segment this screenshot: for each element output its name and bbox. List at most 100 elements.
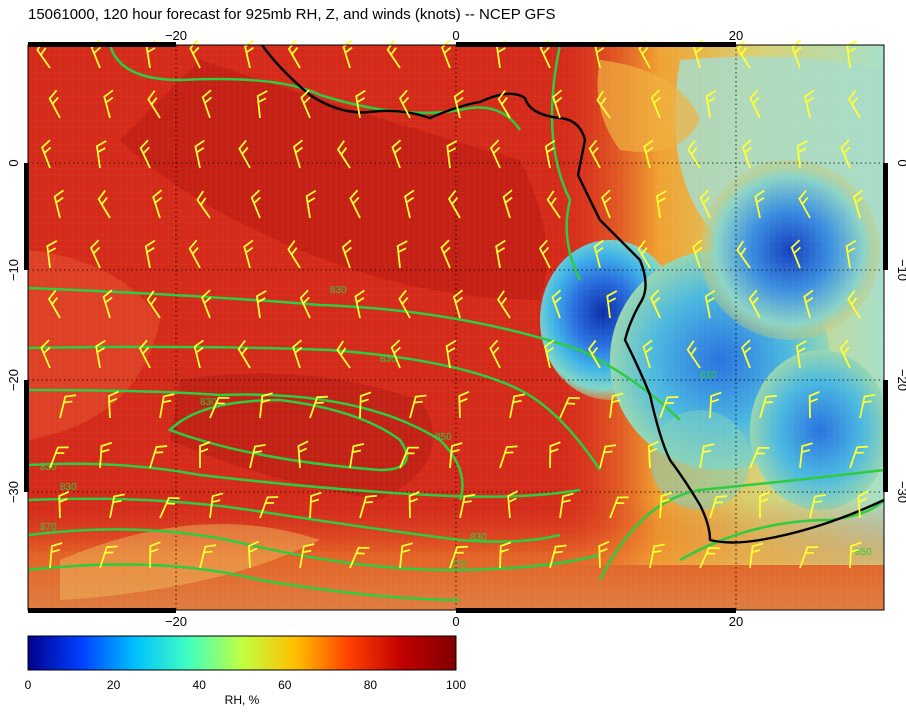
x-tick-label: −20: [165, 614, 187, 629]
x-tick-label: 20: [729, 28, 743, 43]
wind-barb: [559, 396, 580, 419]
wind-barb: [287, 39, 301, 69]
wind-barb: [199, 441, 211, 468]
wind-barb: [99, 545, 118, 569]
wind-barb: [598, 540, 610, 569]
wind-barb: [496, 290, 511, 319]
wind-barb: [159, 393, 175, 419]
wind-barb: [404, 189, 415, 219]
wind-barb: [201, 89, 212, 119]
y-tick-label: −20: [6, 369, 21, 391]
wind-barb: [99, 441, 113, 469]
wind-barb: [396, 240, 408, 269]
wind-barb: [791, 39, 802, 69]
wind-barb: [699, 443, 715, 469]
wind-barb: [499, 445, 518, 469]
wind-barb: [687, 140, 701, 169]
wind-barb: [749, 446, 770, 469]
wind-barb: [399, 446, 420, 469]
wind-barb: [59, 394, 77, 419]
height-contours: [27, 44, 885, 602]
wind-barb: [649, 543, 665, 569]
wind-barb: [709, 495, 728, 519]
y-tick-label: 0: [6, 159, 21, 166]
wind-barb: [699, 546, 720, 569]
colorbar-tick-label: 40: [193, 678, 207, 692]
wind-barb: [609, 496, 629, 519]
wind-barb: [857, 490, 869, 519]
colorbar-bar: [27, 635, 457, 671]
wind-barb: [804, 89, 815, 119]
wind-barb: [449, 442, 463, 469]
wind-barb: [305, 189, 317, 219]
wind-barb: [152, 189, 163, 219]
wind-barb: [446, 140, 458, 169]
wind-barb: [409, 394, 427, 419]
wind-barb: [149, 445, 168, 469]
wind-barb: [649, 289, 661, 319]
wind-barb: [189, 39, 201, 69]
wind-barb: [499, 541, 512, 569]
wind-barb: [247, 540, 260, 569]
wind-barb: [149, 541, 161, 569]
y-tick-labels-left: 0 −10 −20 −30: [6, 159, 21, 503]
wind-barb: [659, 491, 673, 519]
wind-barb: [49, 446, 69, 469]
graticule: [28, 45, 884, 610]
wind-barb: [859, 393, 876, 419]
wind-barb: [809, 494, 826, 519]
colorbar-tick-label: 60: [278, 678, 292, 692]
wind-barb: [354, 289, 365, 319]
wind-barb: [193, 339, 204, 369]
wind-barb: [89, 239, 101, 269]
wind-barb: [441, 39, 452, 69]
wind-barb: [803, 289, 814, 319]
wind-barb: [796, 140, 808, 169]
rh-field: [28, 45, 884, 610]
wind-barb: [297, 440, 309, 469]
wind-barb: [549, 441, 561, 469]
wind-barb: [551, 289, 562, 319]
wind-barb: [686, 340, 701, 369]
wind-barb: [741, 139, 752, 169]
wind-barb: [650, 89, 661, 119]
x-tick-label: 0: [452, 614, 459, 629]
wind-barb: [692, 239, 703, 269]
wind-barb: [445, 339, 457, 369]
wind-barb: [749, 542, 764, 569]
wind-barb: [840, 139, 851, 169]
wind-barb: [759, 491, 771, 518]
contour-label: 830: [40, 462, 57, 473]
wind-barb: [458, 390, 470, 419]
y-tick-label: −10: [6, 259, 21, 281]
wind-barb: [41, 139, 52, 169]
frame-bars: [24, 42, 888, 613]
wind-barb: [209, 396, 230, 419]
wind-barb: [349, 546, 370, 569]
contour-label: 830: [380, 354, 397, 365]
wind-barb: [244, 39, 255, 69]
wind-barb: [647, 440, 660, 469]
x-tick-label: 20: [729, 614, 743, 629]
wind-barb: [359, 494, 377, 519]
wind-barb: [147, 90, 161, 119]
wind-barb: [243, 239, 254, 269]
wind-barb: [798, 189, 811, 219]
wind-barb: [259, 392, 273, 419]
wind-barb: [349, 189, 361, 219]
wind-barb: [799, 442, 813, 469]
wind-barb: [292, 339, 303, 369]
wind-barb: [146, 290, 161, 319]
colorbar-tick-label: 80: [364, 678, 378, 692]
wind-barb: [256, 90, 268, 119]
y-tick-label: −30: [6, 481, 21, 503]
wind-barb: [643, 139, 654, 169]
wind-barb: [398, 89, 411, 119]
wind-barb: [705, 89, 717, 119]
wind-barb: [736, 240, 751, 269]
wind-barb: [399, 542, 413, 569]
wind-barb: [390, 339, 401, 369]
wind-barb: [799, 546, 819, 569]
wind-barb: [342, 39, 353, 69]
